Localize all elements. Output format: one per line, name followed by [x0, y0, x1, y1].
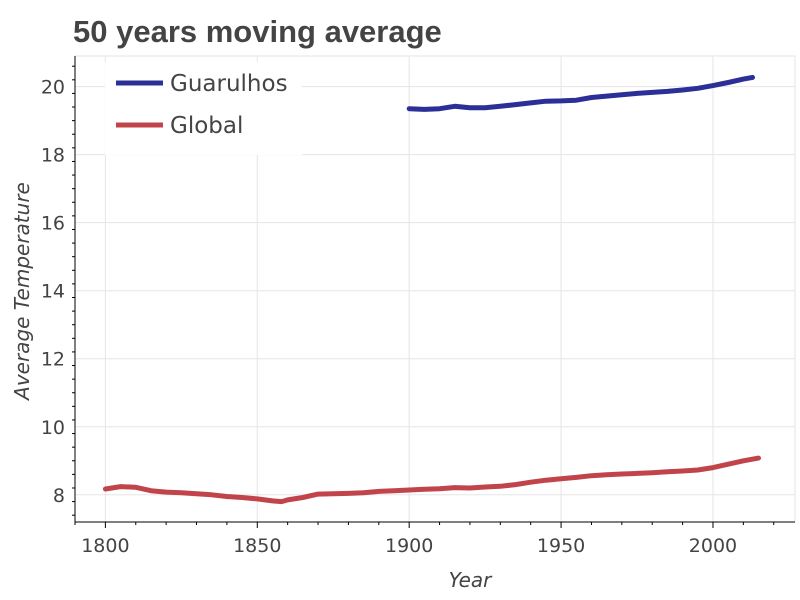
legend-label-global: Global [170, 113, 243, 139]
legend-box [105, 62, 302, 155]
x-tick-label: 1950 [537, 535, 585, 557]
y-tick-label: 10 [41, 417, 65, 439]
series-line-guarulhos [406, 74, 755, 112]
x-tick-label: 1900 [385, 535, 433, 557]
chart-title: 50 years moving average [73, 14, 442, 49]
y-tick-label: 20 [41, 77, 65, 99]
y-tick-label: 8 [53, 485, 65, 507]
axes: 1800 1850 1900 1950 2000 8 10 12 14 16 18 20 [41, 56, 795, 557]
x-tick-label: 1800 [81, 535, 129, 557]
y-tick-label: 14 [41, 281, 65, 303]
y-tick-label: 16 [41, 213, 65, 235]
x-tick-label: 2000 [689, 535, 737, 557]
y-tick-label: 12 [41, 349, 65, 371]
series-layer [102, 74, 761, 505]
legend-label-guarulhos: Guarulhos [170, 71, 288, 97]
legend: Guarulhos Global [105, 62, 302, 155]
series-line-global [102, 455, 761, 505]
y-tick-label: 18 [41, 145, 65, 167]
x-tick-label: 1850 [233, 535, 281, 557]
x-axis-title: Year [449, 568, 494, 592]
y-axis-title: Average Temperature [10, 182, 34, 402]
